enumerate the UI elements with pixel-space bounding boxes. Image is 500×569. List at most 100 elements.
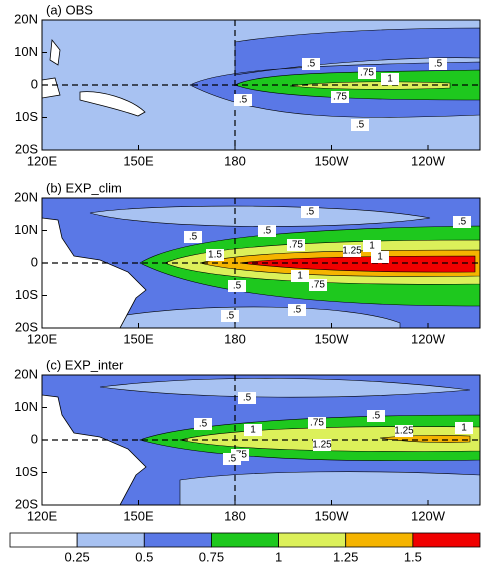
label-bg [351,119,369,131]
label-bg [308,417,326,429]
y-tick-label: 10S [15,109,38,124]
label-bg [221,310,239,322]
colorbar-box [76,532,145,548]
contours [42,20,480,150]
contours [42,198,480,328]
colorbar-label: 1.25 [333,549,358,564]
label-bg [455,422,473,434]
contour-label: .5 [239,95,248,106]
label-bg [313,439,331,451]
colorbar-label: 0.25 [64,549,89,564]
colorbar-box [412,532,481,548]
colorbar-label: 0.75 [199,549,224,564]
contour-label: .75 [310,418,324,429]
contour-label: 1.25 [342,246,362,257]
y-tick-label: 10N [14,399,38,414]
label-bg [371,251,389,263]
contour-label: .5 [228,454,237,465]
contour-fill [289,81,451,90]
y-tick-label: 20S [15,141,38,156]
contour-label: 1 [297,271,303,282]
x-tick-label: 120W [411,153,446,168]
label-bg [309,279,327,291]
y-tick-label: 10S [15,287,38,302]
label-bg [228,280,246,292]
y-tick-label: 20N [14,366,38,381]
x-tick-label: 120E [27,508,58,523]
contour-label: .75 [311,280,325,291]
contour-label: 1 [377,252,383,263]
x-tick-label: 120E [27,331,58,346]
label-bg [331,91,349,103]
x-tick-label: 120E [27,153,58,168]
y-tick-label: 0 [31,254,38,269]
x-tick-label: 120W [411,331,446,346]
y-tick-label: 0 [31,76,38,91]
label-bg [258,225,276,237]
label-bg [206,249,224,261]
contour-label: .5 [226,311,235,322]
label-bg [291,270,309,282]
label-bg [194,418,212,430]
contour-label: 1.25 [394,426,414,437]
contour-label: .75 [333,92,347,103]
colorbar-box [345,532,414,548]
x-tick-label: 150E [123,153,154,168]
colorbar-box [9,532,78,548]
x-tick-label: 150W [315,331,350,346]
label-bg [301,206,319,218]
label-bg [358,67,376,79]
contour-label: .5 [199,419,208,430]
y-tick-label: 0 [31,431,38,446]
contour-label: 1.25 [312,440,332,451]
contour-label: .75 [360,68,374,79]
colorbar-label: 0.5 [135,549,153,564]
contour-label: .5 [434,59,443,70]
contour-label: .5 [306,207,315,218]
label-bg [453,216,471,228]
contour-label: .5 [233,281,242,292]
colorbar-box [278,532,347,548]
colorbar-box [211,532,279,548]
panel-title: (b) EXP_clim [46,180,122,195]
x-tick-label: 150E [123,508,154,523]
contour-label: .5 [293,305,302,316]
y-tick-label: 20N [14,189,38,204]
label-bg [238,392,256,404]
colorbar-label: 1 [275,549,282,564]
contour-label: 1.5 [208,250,222,261]
x-tick-label: 150W [315,153,350,168]
x-tick-label: 150W [315,508,350,523]
contour-label: 1 [387,74,393,85]
label-bg [184,231,202,243]
contour-label: .5 [372,411,381,422]
label-bg [395,425,413,437]
y-tick-label: 20S [15,496,38,511]
label-bg [343,245,361,257]
label-bg [244,424,262,436]
contour-label: .5 [458,217,467,228]
colorbar-label: 1.5 [404,549,422,564]
contour-label: .75 [289,240,303,251]
panel-title: (a) OBS [46,2,93,17]
contour-label: .5 [356,120,365,131]
contour-label: .5 [243,393,252,404]
land [42,217,147,328]
contour-label: .5 [307,59,316,70]
x-tick-label: 180 [224,331,246,346]
label-bg [234,94,252,106]
land [42,394,147,505]
colorbar-box [143,532,212,548]
panel-title: (c) EXP_inter [46,357,124,372]
y-tick-label: 20N [14,11,38,26]
x-tick-label: 180 [224,153,246,168]
label-bg [302,58,320,70]
label-bg [381,73,399,85]
contour-label: 1 [461,423,467,434]
contour-label: 1 [250,425,256,436]
y-tick-label: 10S [15,464,38,479]
label-bg [367,410,385,422]
